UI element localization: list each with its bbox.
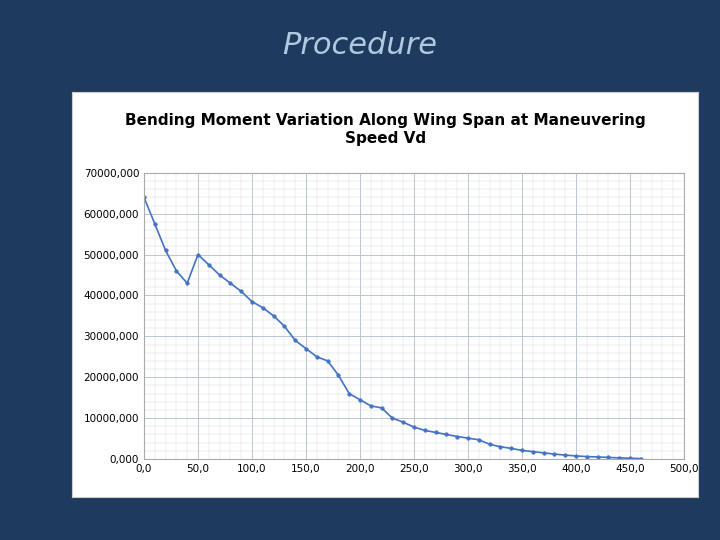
Text: Procedure: Procedure — [282, 31, 438, 60]
Text: Bending Moment Variation Along Wing Span at Maneuvering
Speed Vd: Bending Moment Variation Along Wing Span… — [125, 113, 646, 146]
